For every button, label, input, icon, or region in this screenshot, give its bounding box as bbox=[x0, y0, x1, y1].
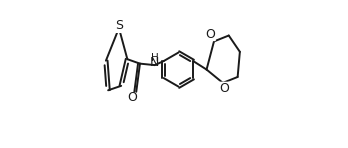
Text: S: S bbox=[115, 19, 123, 32]
Text: O: O bbox=[205, 28, 215, 41]
Text: O: O bbox=[219, 82, 229, 95]
Text: N: N bbox=[149, 56, 159, 69]
Text: O: O bbox=[128, 91, 137, 104]
Text: H: H bbox=[151, 53, 159, 63]
